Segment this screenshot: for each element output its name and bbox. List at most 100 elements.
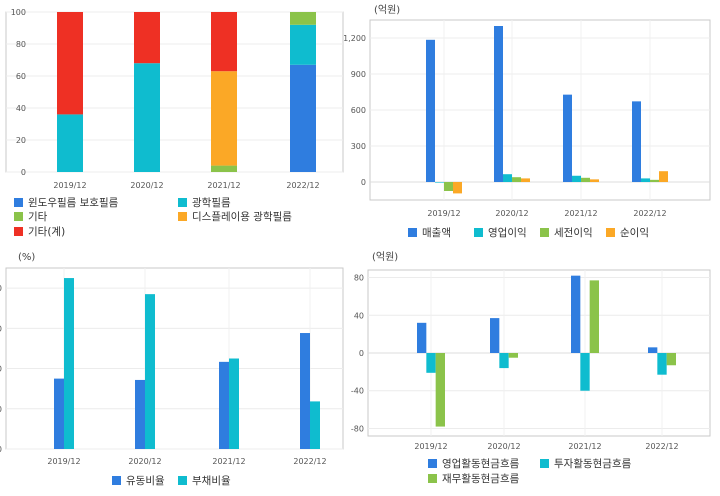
x-tick-label: 2020/12 (495, 209, 528, 218)
y-tick-label: 60 (16, 72, 26, 81)
legend-swatch (178, 212, 187, 221)
bar-4-3 (590, 179, 599, 182)
legend-swatch (14, 212, 23, 221)
bar-5-3 (211, 12, 237, 72)
bar-2-4 (290, 24, 316, 65)
y-tick-label: 80 (16, 40, 26, 49)
chart-4: -80 -40 0 40 80 (억원) 2019/12 2020/12 2021/12 2022… (351, 251, 711, 485)
bar-3-3 (581, 177, 590, 182)
x-tick-label: 2019/12 (414, 442, 447, 451)
bar-3-2 (512, 177, 521, 182)
y-tick-label: 240 (0, 284, 2, 293)
bar-1-1 (54, 378, 64, 449)
x-tick-label: 2021/12 (207, 181, 240, 190)
bar-4-1 (453, 182, 462, 194)
unit-label: (억원) (374, 4, 400, 16)
legend-label: 세전이익 (554, 227, 593, 239)
x-tick-label: 2019/12 (53, 181, 86, 190)
bar-2-3 (572, 175, 581, 182)
bar-2-4 (310, 401, 320, 449)
legend-label: 기타(계) (28, 226, 65, 238)
bar-2-3 (580, 353, 590, 391)
x-tick-label: 2021/12 (564, 209, 597, 218)
legend-label: 영업활동현금흐름 (442, 457, 520, 470)
x-tick-label: 2019/12 (47, 457, 80, 466)
legend-label: 부채비율 (192, 475, 231, 487)
y-tick-label: 60 (0, 405, 2, 414)
y-tick-label: 1,200 (343, 34, 366, 43)
unit-label: (%) (18, 252, 35, 263)
legend-swatch (474, 228, 483, 237)
y-tick-label: 40 (354, 311, 364, 320)
bar-3-4 (666, 353, 676, 366)
y-tick-label: 0 (359, 349, 364, 358)
bar-3-1 (444, 182, 453, 191)
bar-2-3 (229, 358, 239, 449)
bar-1-4 (648, 347, 658, 353)
x-tick-label: 2020/12 (487, 442, 520, 451)
legend-swatch (428, 459, 437, 468)
legend-label: 광학필름 (192, 197, 231, 209)
bar-4-2 (521, 178, 530, 182)
bar-1-3 (219, 361, 229, 449)
bar-4-3 (211, 71, 237, 166)
y-tick-label: 120 (0, 365, 2, 374)
x-tick-label: 2021/12 (212, 457, 245, 466)
legend-label: 유동비율 (126, 475, 165, 487)
bar-5-1 (57, 12, 83, 115)
legend-swatch (408, 228, 417, 237)
bar-1-4 (300, 333, 310, 449)
y-tick-label: 100 (11, 8, 26, 17)
bar-2-4 (641, 178, 650, 182)
y-tick-label: 180 (0, 324, 2, 333)
legend-label: 순이익 (620, 227, 649, 239)
bar-1-2 (490, 318, 500, 353)
y-tick-label: 40 (16, 104, 26, 113)
chart-1: 0 20 40 60 80 100 2019/12 2020/12 2021/12 2022/12… (5, 8, 344, 238)
bar-5-2 (134, 12, 160, 64)
y-tick-label: -80 (351, 424, 364, 433)
bar-1-3 (571, 275, 581, 353)
y-tick-label: 0 (21, 168, 26, 177)
bar-4-4 (659, 171, 668, 182)
bar-2-2 (503, 174, 512, 182)
legend-label: 윈도우필름 보호필름 (28, 196, 119, 209)
legend-swatch (428, 474, 437, 483)
legend-swatch (14, 198, 23, 207)
legend-label: 투자활동현금흐름 (554, 457, 632, 470)
legend-label: 기타 (28, 211, 48, 223)
bar-1-4 (290, 64, 316, 172)
legend-label: 영업이익 (488, 226, 527, 239)
x-tick-label: 2019/12 (427, 209, 460, 218)
chart-2: 0 300 600 900 1,200 (억원) 2019/12 2020/12 2021/12… (343, 4, 711, 239)
bar-2-2 (499, 353, 509, 369)
bar-3-4 (650, 179, 659, 182)
legend-label: 매출액 (422, 227, 451, 239)
legend-swatch (540, 459, 549, 468)
bar-1-1 (417, 322, 427, 353)
y-tick-label: 600 (351, 106, 366, 115)
x-tick-label: 2020/12 (128, 457, 161, 466)
legend-swatch (178, 198, 187, 207)
x-tick-label: 2020/12 (130, 181, 163, 190)
x-tick-label: 2022/12 (286, 181, 319, 190)
x-tick-label: 2022/12 (633, 209, 666, 218)
legend-swatch (112, 476, 121, 485)
x-tick-label: 2022/12 (645, 442, 678, 451)
bar-3-4 (290, 12, 316, 25)
bar-2-4 (657, 353, 667, 375)
legend-swatch (540, 228, 549, 237)
x-tick-label: 2021/12 (568, 442, 601, 451)
bar-1-3 (563, 94, 572, 182)
unit-label: (억원) (372, 251, 398, 263)
y-tick-label: 20 (16, 136, 26, 145)
bar-1-2 (494, 26, 503, 182)
legend-label: 디스플레이용 광학필름 (192, 211, 292, 223)
y-tick-label: 900 (351, 70, 366, 79)
legend-label: 재무활동현금흐름 (442, 472, 520, 485)
legend-swatch (178, 476, 187, 485)
y-tick-label: -40 (351, 387, 364, 396)
bar-1-4 (632, 101, 641, 182)
bar-2-2 (145, 294, 155, 449)
